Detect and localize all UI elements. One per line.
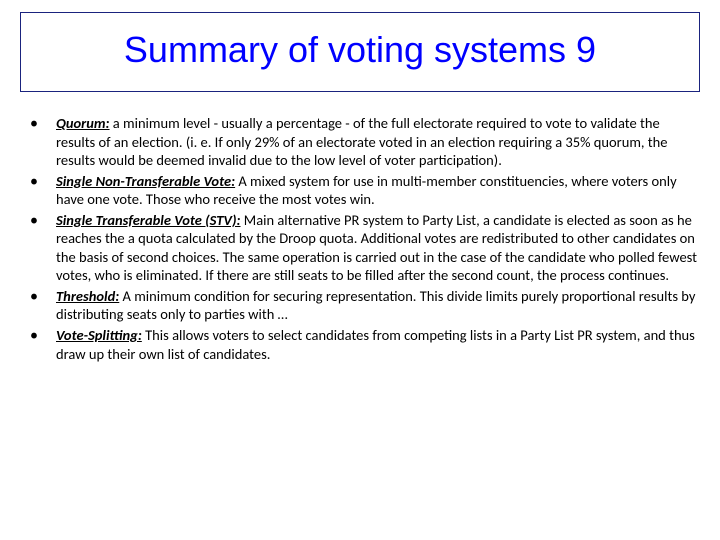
term: Quorum:: [56, 114, 110, 132]
definition: This allows voters to select candidates …: [56, 326, 695, 363]
definition: a minimum level - usually a percentage -…: [56, 114, 668, 169]
term: Threshold:: [56, 287, 119, 305]
list-item: Single Non-Transferable Vote: A mixed sy…: [28, 172, 700, 209]
list-item: Quorum: a minimum level - usually a perc…: [28, 114, 700, 170]
term: Vote-Splitting:: [56, 326, 142, 344]
slide-title: Summary of voting systems 9: [31, 29, 689, 71]
list-item: Vote-Splitting: This allows voters to se…: [28, 326, 700, 363]
list-item: Single Transferable Vote (STV): Main alt…: [28, 211, 700, 285]
term: Single Non-Transferable Vote:: [56, 172, 235, 190]
definition: A minimum condition for securing represe…: [56, 287, 695, 324]
title-container: Summary of voting systems 9: [20, 12, 700, 92]
term: Single Transferable Vote (STV):: [56, 211, 241, 229]
bullet-list: Quorum: a minimum level - usually a perc…: [20, 114, 700, 363]
list-item: Threshold: A minimum condition for secur…: [28, 287, 700, 324]
